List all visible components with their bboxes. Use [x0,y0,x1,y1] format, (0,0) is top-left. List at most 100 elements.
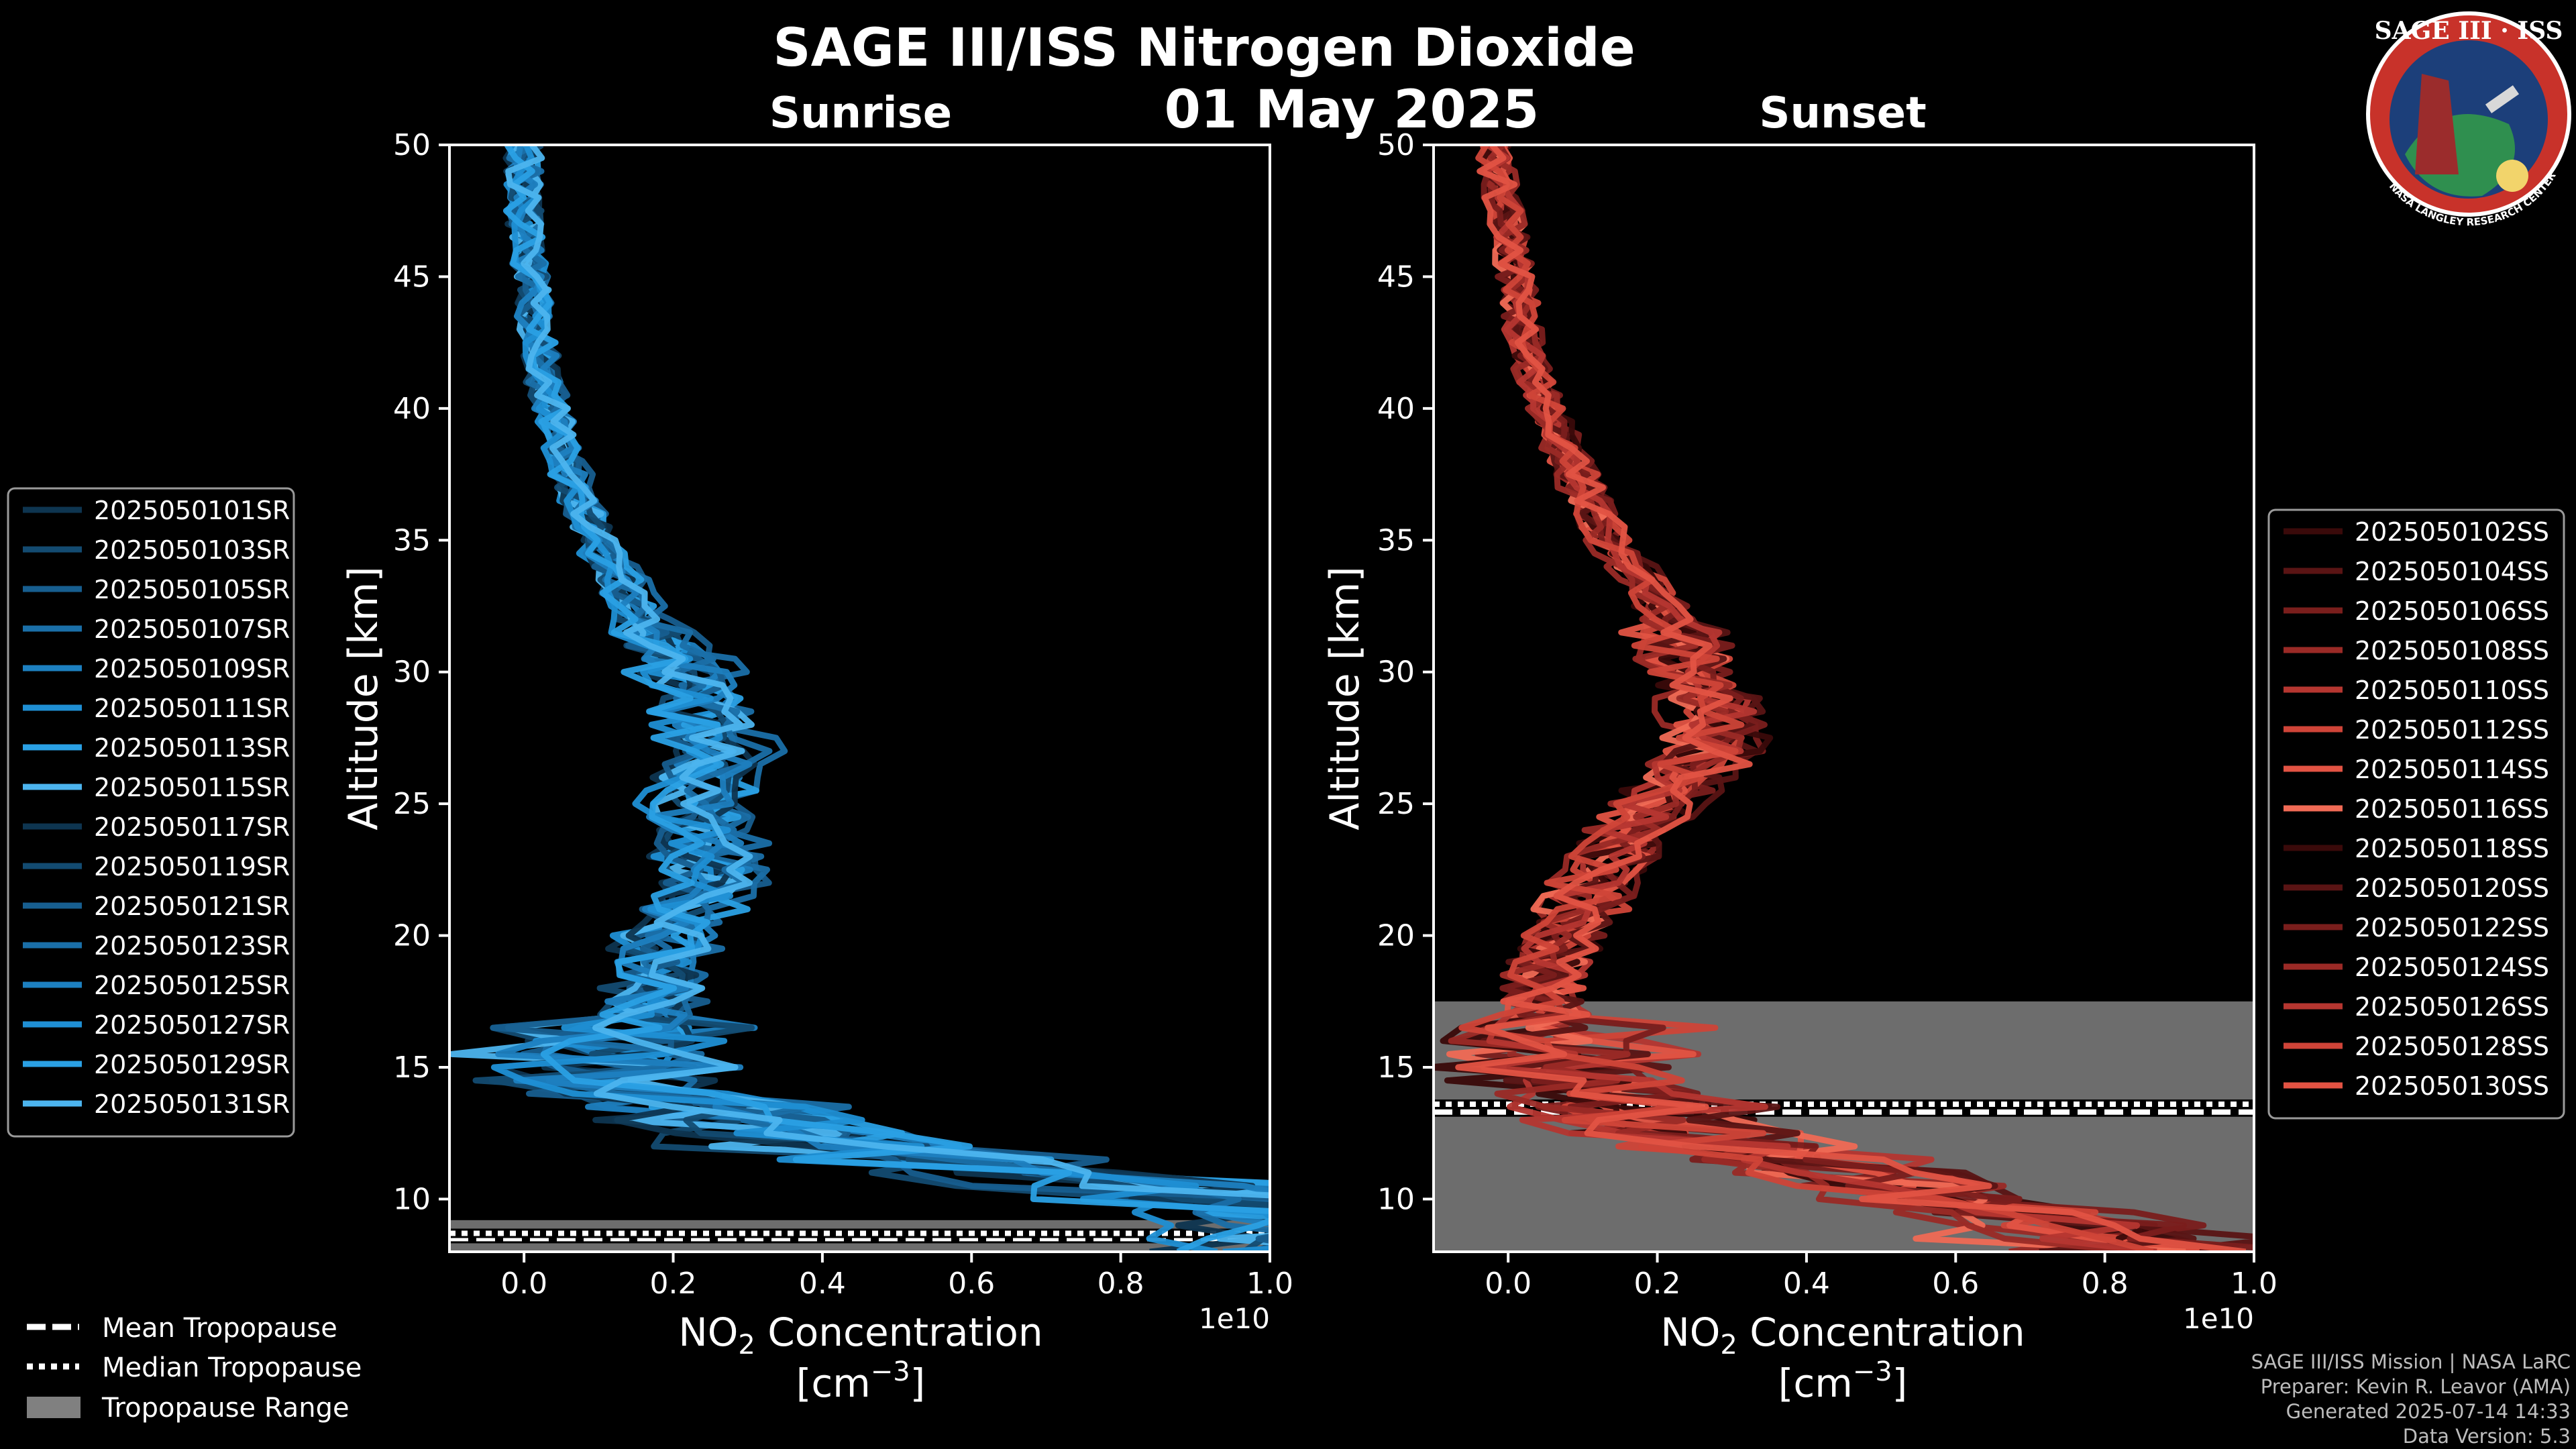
sunset-ytick-label: 25 [1377,787,1415,821]
sunrise-ytick-label: 15 [393,1051,431,1085]
sunrise-ytick-label: 40 [393,392,431,426]
sunrise-legend: 2025050101SR 2025050103SR 2025050105SR 2025… [7,487,295,1138]
sunrise-ytick-label: 45 [393,260,431,294]
sunrise-legend-box [7,487,295,1138]
sunset-plot-frame [1432,144,2255,1253]
logo-moon [2496,160,2528,192]
sunset-xunit-main: [cm [1778,1360,1853,1406]
sunrise-ytick-label: 25 [393,787,431,821]
sunset-xtick-label: 0.4 [1783,1267,1830,1301]
sunset-xlabel-sub: 2 [1720,1330,1737,1360]
figure-title: SAGE III/ISS Nitrogen Dioxide [773,18,1635,78]
sunrise-ytick-label: 30 [393,655,431,690]
sunrise-ytick-label: 35 [393,523,431,557]
sunrise-legend-label: 2025050103SR [94,535,290,565]
figure-footer: SAGE III/ISS Mission | NASA LaRC Prepare… [2251,1350,2571,1449]
sunrise-x-axis-unit: [cm−3] [796,1356,926,1406]
sunset-legend-label: 2025050102SS [2355,517,2549,547]
sage-iii-iss-logo: SAGE III · ISS NASA LANGLEY RESEARCH CEN… [2366,11,2571,228]
sunset-panel-title: Sunset [1759,89,1926,138]
sunrise-xtick-label: 1.0 [1246,1267,1293,1301]
sunrise-legend-label: 2025050117SR [94,812,290,842]
sunrise-ytick-label: 10 [393,1182,431,1216]
sunset-legend-label: 2025050124SS [2355,953,2549,982]
sunset-legend-label: 2025050114SS [2355,755,2549,784]
sunrise-profile-lines [449,145,1270,1252]
sunrise-tropopause-layer [449,1220,1270,1252]
sunrise-plot-frame [448,144,1271,1253]
sunset-xunit-sup: −3 [1853,1356,1892,1387]
sunrise-legend-label: 2025050113SR [94,733,290,763]
sunset-xtick-label: 0.8 [2082,1267,2129,1301]
sunset-x-offset-text: 1e10 [2183,1302,2254,1335]
sunset-x-axis-label: NO2 Concentration [1660,1309,2025,1360]
sunset-xtick-label: 0.6 [1932,1267,1979,1301]
sunrise-legend-label: 2025050107SR [94,614,290,644]
sunset-ytick-label: 35 [1377,523,1415,557]
figure-date: 01 May 2025 [1165,80,1540,140]
sunrise-y-axis-label: Altitude [km] [340,566,387,830]
sunset-ytick-label: 15 [1377,1051,1415,1085]
tropopause-legend: Mean Tropopause Median Tropopause Tropop… [27,1313,362,1424]
sunset-legend-label: 2025050118SS [2355,834,2549,863]
footer-generated: Generated 2025-07-14 14:33 [2286,1400,2571,1423]
sunset-legend-label: 2025050116SS [2355,794,2549,824]
sunset-profile-lines [1434,145,2254,1252]
sunset-legend: 2025050102SS 2025050104SS 2025050106SS 2025… [2267,508,2565,1120]
sunrise-x-axis-label: NO2 Concentration [678,1309,1042,1360]
sunset-xlabel-main: NO [1660,1309,1720,1355]
sunrise-profile-2025050129SR [502,145,1270,1252]
tropopause-range-label: Tropopause Range [101,1393,350,1424]
sunrise-legend-label: 2025050131SR [94,1089,290,1119]
sunrise-legend-label: 2025050115SR [94,773,290,802]
sunrise-legend-label: 2025050127SR [94,1010,290,1040]
sunset-xunit-end: ] [1892,1360,1908,1406]
sunset-profile-2025050128SS [1458,145,2154,1252]
sunset-ytick-label: 20 [1377,919,1415,953]
footer-version: Data Version: 5.3 [2402,1425,2571,1448]
sunset-legend-label: 2025050104SS [2355,557,2549,586]
sunrise-xlabel-sub: 2 [738,1330,755,1360]
sunset-legend-label: 2025050120SS [2355,873,2549,903]
sunrise-xunit-sup: −3 [871,1356,910,1387]
median-tropopause-label: Median Tropopause [102,1352,362,1383]
sunrise-profile-2025050131SR [505,145,1270,1199]
sunrise-xtick-label: 0.6 [948,1267,995,1301]
sunrise-panel-title: Sunrise [769,89,952,138]
sunrise-legend-label: 2025050101SR [94,496,290,525]
sunrise-ytick-label: 50 [393,128,431,162]
sunset-legend-label: 2025050122SS [2355,913,2549,943]
sunrise-legend-label: 2025050105SR [94,575,290,604]
sunset-x-axis-unit: [cm−3] [1778,1356,1908,1406]
sunrise-legend-label: 2025050119SR [94,852,290,881]
sunset-axes: 0.0 0.2 0.4 0.6 0.8 1.0 10 15 20 25 30 35 40 45 50 [1377,128,2277,1301]
sunset-ytick-label: 30 [1377,655,1415,690]
sunset-legend-label: 2025050110SS [2355,676,2549,705]
sunset-profile-2025050130SS [1455,145,2247,1252]
sunset-legend-label: 2025050106SS [2355,596,2549,626]
logo-figure [2415,74,2459,174]
sunset-ytick-label: 45 [1377,260,1415,294]
sunrise-ytick-label: 20 [393,919,431,953]
footer-preparer: Preparer: Kevin R. Leavor (AMA) [2260,1375,2571,1398]
sunrise-legend-label: 2025050123SR [94,931,290,961]
sunset-ytick-label: 40 [1377,392,1415,426]
mean-tropopause-label: Mean Tropopause [102,1313,337,1344]
sunrise-xunit-main: [cm [796,1360,871,1406]
sunrise-xtick-label: 0.2 [650,1267,697,1301]
sunrise-x-offset-text: 1e10 [1199,1302,1270,1335]
sunset-xtick-label: 0.2 [1634,1267,1681,1301]
sunrise-xtick-label: 0.8 [1097,1267,1144,1301]
sunset-panel: Sunset 0.0 0.2 0.4 0.6 0.8 1.0 10 15 20 25 30 35 40 4… [1322,89,2277,1406]
sunrise-legend-label: 2025050109SR [94,654,290,684]
sunset-ytick-label: 10 [1377,1182,1415,1216]
sunrise-xlabel-main: NO [678,1309,738,1355]
sunrise-legend-label: 2025050121SR [94,892,290,921]
sunset-legend-label: 2025050128SS [2355,1032,2549,1061]
footer-mission: SAGE III/ISS Mission | NASA LaRC [2251,1350,2571,1373]
logo-station [2485,85,2520,113]
sunset-legend-label: 2025050108SS [2355,636,2549,665]
sunrise-xtick-label: 0.0 [500,1267,547,1301]
sunset-legend-label: 2025050130SS [2355,1071,2549,1101]
